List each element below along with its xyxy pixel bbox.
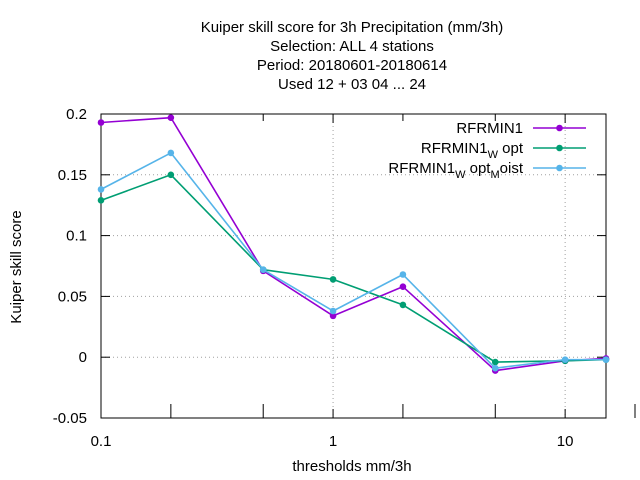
data-point	[259, 266, 267, 273]
title-line: Used 12 + 03 04 ... 24	[278, 76, 426, 93]
y-tick-labels: 0.2 0.15 0.1 0.05 0 -0.05	[53, 106, 87, 427]
legend-swatch-point	[556, 164, 563, 172]
data-point	[329, 312, 337, 320]
legend-label: RFRMIN1W optMoist	[388, 160, 523, 181]
data-point	[97, 119, 105, 126]
data-point	[329, 276, 337, 283]
data-point	[399, 271, 407, 278]
data-point	[602, 356, 610, 363]
grid-lines	[101, 114, 606, 418]
legend-label-part: RFRMIN1	[456, 120, 523, 137]
y-tick-label: 0.2	[66, 106, 87, 123]
data-point	[491, 364, 499, 372]
series-line	[100, 174, 607, 363]
x-tick-label: 10	[557, 433, 574, 450]
legend-swatch-point	[556, 144, 563, 152]
data-point	[97, 186, 105, 193]
series-line	[100, 116, 607, 372]
legend-label-part: RFRMIN1	[421, 140, 488, 157]
legend-label-part: RFRMIN1	[388, 160, 455, 177]
y-tick-label: 0.1	[66, 228, 87, 245]
title-line: Selection: ALL 4 stations	[270, 38, 434, 55]
chart-title: Kuiper skill score for 3h Precipitation …	[201, 19, 504, 93]
legend-label: RFRMIN1	[456, 120, 523, 137]
data-point	[167, 149, 175, 157]
x-tick-label: 0.1	[91, 433, 112, 450]
legend-label-part: opt	[498, 140, 524, 157]
x-tick-label: 1	[329, 433, 337, 450]
data-series	[97, 114, 610, 374]
data-point	[329, 307, 337, 315]
x-tick-labels: 0.1 1 10	[91, 433, 574, 450]
legend-label: RFRMIN1W opt	[421, 140, 524, 161]
legend-label-part: opt	[465, 160, 491, 177]
title-line: Kuiper skill score for 3h Precipitation …	[201, 19, 504, 36]
y-axis-label: Kuiper skill score	[8, 210, 25, 323]
data-point	[399, 301, 407, 309]
title-line: Period: 20180601-20180614	[257, 57, 447, 74]
axis-ticks	[100, 113, 636, 419]
series-line	[100, 152, 606, 369]
legend-label-part: oist	[500, 160, 524, 177]
legend-label-part: W	[488, 149, 499, 161]
y-tick-label: 0.15	[58, 167, 87, 184]
data-point	[167, 114, 175, 121]
data-point	[491, 358, 499, 366]
data-point	[167, 171, 175, 179]
y-tick-label: -0.05	[53, 410, 87, 427]
legend-label-part: M	[490, 169, 499, 181]
x-axis-label: thresholds mm/3h	[292, 458, 411, 475]
legend-swatch-point	[556, 124, 563, 132]
plot-frame	[100, 113, 607, 419]
y-tick-label: 0.05	[58, 288, 87, 305]
data-point	[561, 356, 569, 363]
data-point	[399, 283, 407, 290]
y-tick-label: 0	[79, 349, 87, 366]
legend-label-part: W	[455, 169, 466, 181]
data-point	[97, 197, 105, 204]
